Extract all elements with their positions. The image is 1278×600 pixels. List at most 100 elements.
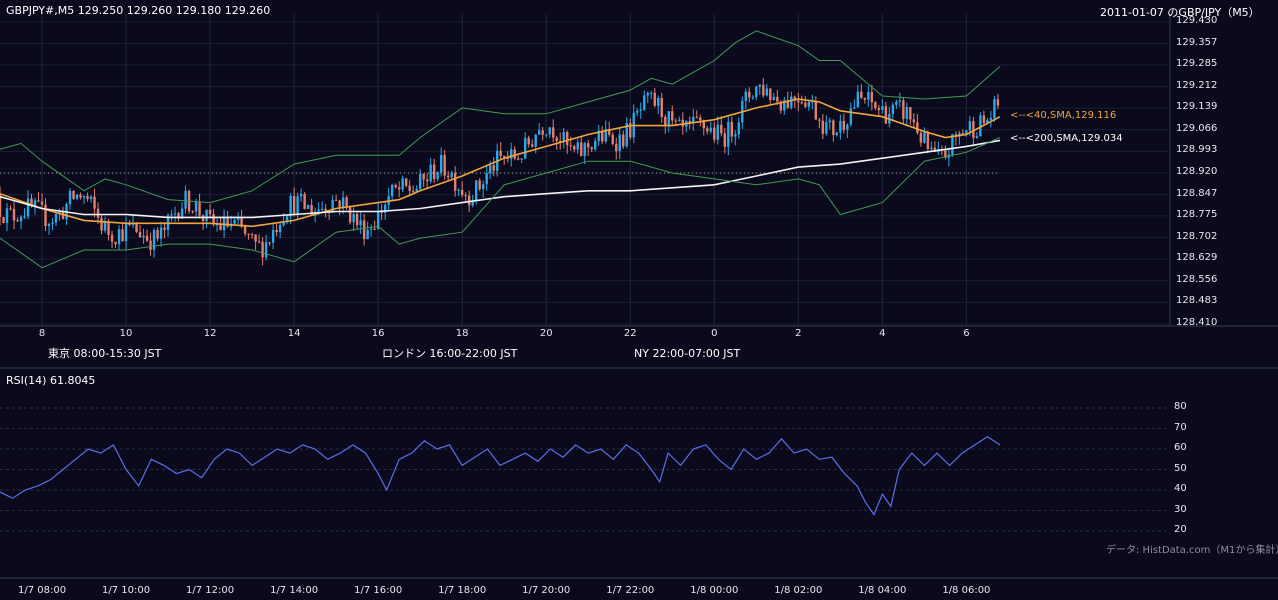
candle-body [786, 100, 790, 108]
candle-body [629, 123, 632, 138]
candle-body [699, 117, 702, 121]
candle-body [531, 144, 534, 147]
candle-body [902, 100, 905, 119]
candle-body [285, 216, 289, 221]
candle-body [765, 88, 769, 96]
chart-title: GBPJPY#,M5 129.250 129.260 129.180 129.2… [6, 4, 271, 17]
time-tick-label: 2 [795, 328, 802, 339]
candle-body [702, 120, 705, 129]
candle-body [891, 104, 895, 114]
rsi-tick-label: 50 [1174, 462, 1187, 474]
candle-body [289, 195, 292, 217]
candle-body [439, 155, 443, 173]
candle-body [972, 121, 975, 138]
time-tick-label: 0 [711, 328, 718, 339]
candle-body [993, 99, 996, 118]
candle-body [723, 133, 726, 147]
candle-body [250, 234, 254, 236]
candle-body [145, 235, 149, 241]
candle-body [559, 140, 562, 143]
sma200-line [0, 139, 1001, 219]
candle-body [383, 204, 387, 213]
candle-body [818, 119, 821, 121]
candle-body [317, 209, 320, 212]
candle-body [212, 214, 215, 225]
candle-body [156, 229, 159, 239]
candle-body [608, 128, 611, 135]
candle-body [401, 178, 404, 190]
rsi-time-tick-label: 1/7 14:00 [270, 585, 319, 596]
candle-body [492, 165, 495, 171]
candle-body [930, 147, 933, 149]
candle-body [114, 241, 117, 245]
candle-body [730, 121, 733, 137]
sma40-annotation: <--<40,SMA,129.116 [1010, 110, 1117, 121]
candle-body [720, 124, 723, 134]
data-credit: データ: HistData.com（M1から集計） [1106, 545, 1278, 556]
candle-body [79, 194, 82, 198]
rsi-time-tick-label: 1/7 18:00 [438, 585, 487, 596]
candle-body [264, 242, 268, 258]
candle-body [453, 172, 457, 191]
candle-body [390, 184, 394, 197]
candle-body [821, 120, 825, 134]
price-tick-label: 128.702 [1176, 230, 1218, 242]
candle-body [26, 198, 30, 217]
candle-body [912, 119, 916, 123]
candle-body [639, 109, 642, 111]
candle-body [159, 227, 163, 239]
candle-body [842, 120, 846, 130]
candle-body [471, 201, 474, 206]
candle-body [163, 227, 166, 230]
candle-body [415, 188, 418, 192]
time-tick-label: 4 [879, 328, 886, 339]
candle-body [867, 91, 870, 100]
candle-body [793, 96, 797, 101]
candle-body [573, 146, 576, 150]
price-tick-label: 129.066 [1176, 122, 1218, 134]
candle-body [44, 204, 47, 226]
candle-body [790, 96, 793, 108]
candle-body [597, 130, 600, 142]
candle-body [779, 101, 783, 111]
candle-body [103, 221, 107, 231]
candle-body [755, 86, 758, 98]
candle-body [650, 92, 653, 94]
price-tick-label: 128.775 [1176, 208, 1218, 220]
candle-body [968, 121, 972, 131]
candle-body [688, 121, 691, 123]
candle-body [853, 107, 856, 109]
candle-body [636, 110, 639, 113]
candle-body [254, 234, 257, 242]
candle-body [75, 194, 79, 199]
candle-body [520, 158, 523, 160]
candle-body [282, 220, 285, 226]
candle-body [394, 184, 397, 188]
candle-body [362, 220, 366, 240]
bollinger-upper-line [0, 30, 1001, 204]
candle-body [345, 197, 348, 207]
candle-body [566, 131, 569, 146]
candle-body [233, 219, 236, 224]
candle-body [198, 201, 201, 216]
candle-body [408, 185, 411, 191]
candle-body [555, 137, 558, 141]
price-tick-label: 129.430 [1176, 15, 1218, 26]
candle-body [460, 189, 464, 196]
candle-body [324, 208, 327, 212]
rsi-tick-label: 80 [1174, 401, 1187, 412]
candle-body [68, 190, 72, 205]
candle-body [898, 100, 902, 102]
candle-body [716, 124, 719, 140]
candle-body [737, 122, 740, 135]
time-tick-label: 12 [203, 328, 217, 339]
candle-body [583, 143, 586, 156]
candle-body [40, 201, 44, 205]
candle-body [110, 234, 114, 242]
candle-body [72, 190, 75, 199]
candle-body [271, 230, 275, 243]
candle-body [965, 130, 968, 135]
candle-body [807, 102, 811, 107]
price-tick-label: 128.920 [1176, 166, 1218, 177]
